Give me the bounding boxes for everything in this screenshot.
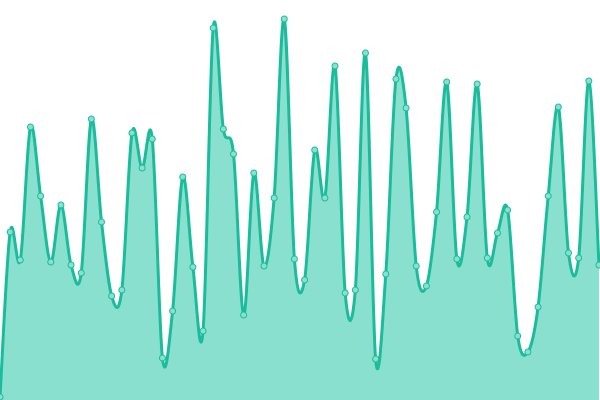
data-point-18 bbox=[179, 173, 187, 181]
data-point-41 bbox=[412, 262, 420, 270]
data-point-49 bbox=[493, 229, 501, 237]
data-point-25 bbox=[250, 169, 258, 177]
data-point-56 bbox=[565, 249, 573, 257]
data-point-3 bbox=[26, 123, 34, 131]
data-point-30 bbox=[301, 276, 309, 284]
data-point-19 bbox=[189, 263, 197, 271]
data-point-5 bbox=[47, 258, 55, 266]
data-point-36 bbox=[361, 49, 369, 57]
data-point-6 bbox=[57, 201, 65, 209]
data-point-13 bbox=[128, 129, 136, 137]
data-point-37 bbox=[372, 355, 380, 363]
data-point-59 bbox=[595, 261, 600, 269]
data-point-0 bbox=[0, 393, 4, 400]
data-point-28 bbox=[280, 15, 288, 23]
data-point-42 bbox=[422, 282, 430, 290]
data-point-29 bbox=[290, 255, 298, 263]
data-point-52 bbox=[524, 348, 532, 356]
data-point-31 bbox=[311, 146, 319, 154]
data-point-12 bbox=[118, 286, 126, 294]
data-point-58 bbox=[585, 77, 593, 85]
data-point-24 bbox=[240, 311, 248, 319]
data-point-38 bbox=[382, 270, 390, 278]
data-point-46 bbox=[463, 213, 471, 221]
data-point-48 bbox=[483, 254, 491, 262]
data-point-22 bbox=[219, 125, 227, 133]
data-point-7 bbox=[67, 261, 75, 269]
data-point-1 bbox=[6, 228, 14, 236]
data-point-8 bbox=[77, 269, 85, 277]
data-point-20 bbox=[199, 327, 207, 335]
data-point-44 bbox=[443, 78, 451, 86]
data-point-10 bbox=[98, 218, 106, 226]
data-point-40 bbox=[402, 104, 410, 112]
data-point-55 bbox=[554, 103, 562, 111]
data-point-51 bbox=[514, 332, 522, 340]
data-point-9 bbox=[87, 115, 95, 123]
data-point-45 bbox=[453, 255, 461, 263]
data-point-26 bbox=[260, 262, 268, 270]
data-point-43 bbox=[433, 208, 441, 216]
data-point-15 bbox=[148, 135, 156, 143]
data-point-35 bbox=[351, 286, 359, 294]
data-point-54 bbox=[544, 192, 552, 200]
data-point-47 bbox=[473, 80, 481, 88]
data-point-34 bbox=[341, 289, 349, 297]
data-point-14 bbox=[138, 164, 146, 172]
data-point-4 bbox=[37, 192, 45, 200]
data-point-11 bbox=[108, 292, 116, 300]
data-point-50 bbox=[504, 206, 512, 214]
data-point-21 bbox=[209, 24, 217, 32]
data-point-17 bbox=[169, 307, 177, 315]
data-point-39 bbox=[392, 75, 400, 83]
data-markers bbox=[0, 15, 600, 400]
data-point-23 bbox=[230, 150, 238, 158]
data-point-16 bbox=[158, 354, 166, 362]
data-point-32 bbox=[321, 194, 329, 202]
data-point-2 bbox=[16, 256, 24, 264]
data-point-27 bbox=[270, 194, 278, 202]
data-point-53 bbox=[534, 303, 542, 311]
data-point-33 bbox=[331, 62, 339, 70]
data-point-57 bbox=[575, 254, 583, 262]
